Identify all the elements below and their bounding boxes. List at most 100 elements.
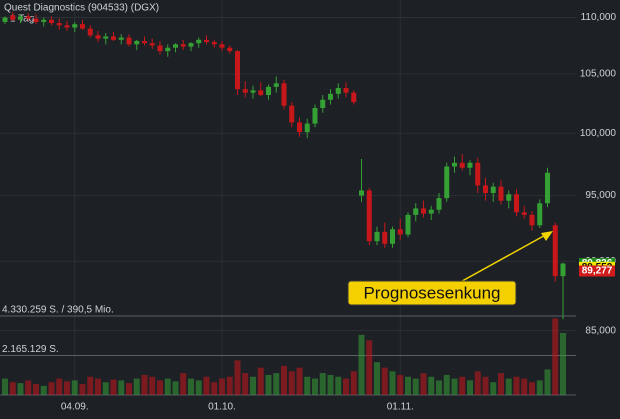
volume-bar xyxy=(281,365,287,395)
candle-body xyxy=(320,99,326,109)
annotation-box xyxy=(347,280,517,306)
candle-body xyxy=(359,190,364,196)
candle-body xyxy=(552,225,558,277)
volume-bar xyxy=(420,373,427,395)
volume-bar xyxy=(521,378,528,395)
candle-body xyxy=(56,23,62,26)
candle-body xyxy=(297,122,302,133)
volume-bar xyxy=(459,376,466,395)
volume-bar xyxy=(451,378,458,395)
candle-body xyxy=(25,16,31,19)
annotation-text: Prognosesenkung xyxy=(363,283,500,302)
volume-bar xyxy=(33,384,39,395)
volume-bar xyxy=(467,380,473,395)
volume-bar xyxy=(265,374,272,395)
candle-body xyxy=(506,194,512,201)
volume-bar xyxy=(195,380,202,395)
volume-level-label: 4.330.259 S. / 390,5 Mio. xyxy=(2,305,114,316)
candle-body xyxy=(514,194,519,213)
volume-bar xyxy=(513,376,520,395)
price-tag-box xyxy=(579,265,615,277)
candle-body xyxy=(173,44,178,48)
volume-bar xyxy=(180,373,187,395)
candle-body xyxy=(41,19,47,22)
volume-bar xyxy=(474,371,481,395)
candle-body xyxy=(529,214,535,226)
volume-bar xyxy=(164,378,171,395)
volume-bar xyxy=(335,376,342,395)
candle-body xyxy=(250,90,256,93)
y-tick-label: 105,000 xyxy=(580,69,617,80)
candle-body xyxy=(266,86,271,96)
volume-bar xyxy=(358,334,365,395)
candle-body xyxy=(242,89,248,93)
candle-body xyxy=(33,18,39,22)
candle-body xyxy=(498,186,504,201)
volume-bar xyxy=(56,378,63,395)
candle-body xyxy=(134,40,140,45)
candle-body xyxy=(281,83,287,106)
volume-bar xyxy=(412,378,419,395)
volume-bar xyxy=(552,318,559,395)
candle-body xyxy=(103,36,109,39)
volume-bar xyxy=(157,380,163,395)
volume-bar xyxy=(48,382,55,395)
candle-body xyxy=(545,172,550,204)
volume-bar xyxy=(102,382,109,395)
volume-bar xyxy=(397,374,404,395)
volume-bar xyxy=(482,376,489,395)
volume-bar xyxy=(110,379,117,395)
volume-bar xyxy=(257,367,264,395)
candle-body xyxy=(95,35,101,39)
volume-bar xyxy=(203,376,210,395)
candle-body xyxy=(64,25,70,28)
volume-bar xyxy=(350,371,357,395)
candle-body xyxy=(428,209,434,214)
candle-body xyxy=(258,90,264,96)
candle-body xyxy=(312,108,318,124)
volume-bar xyxy=(304,376,311,395)
volume-bar xyxy=(25,380,32,395)
candle-body xyxy=(273,83,279,87)
y-tick-label: 110,000 xyxy=(581,12,617,23)
volume-bar xyxy=(405,376,411,395)
volume-bar xyxy=(40,385,47,395)
x-tick-label: 01.10. xyxy=(208,402,236,413)
volume-bar xyxy=(343,378,349,395)
candle-body xyxy=(2,17,8,22)
volume-bar xyxy=(133,378,140,395)
candle-body xyxy=(351,92,357,103)
candle-body xyxy=(467,162,473,168)
volume-bar xyxy=(219,378,225,395)
volume-bar xyxy=(374,362,380,395)
candle-body xyxy=(118,37,124,40)
candle-body xyxy=(204,39,209,43)
candle-body xyxy=(343,87,349,93)
x-tick-label: 01.11. xyxy=(387,402,414,413)
candle-body xyxy=(111,36,116,40)
volume-bar xyxy=(17,383,24,395)
volume-bar xyxy=(118,380,125,395)
candle-body xyxy=(289,105,295,123)
candle-body xyxy=(235,51,240,90)
y-tick-label: 100,000 xyxy=(580,128,617,139)
candle-body xyxy=(49,19,54,24)
candle-body xyxy=(560,263,566,277)
x-tick-label: 04.09. xyxy=(61,402,89,413)
y-tick-label: 85,000 xyxy=(585,325,616,336)
volume-bar xyxy=(296,367,303,395)
price-tag-label: 89,277 xyxy=(582,266,613,277)
candle-body xyxy=(436,198,442,210)
candle-body xyxy=(452,162,457,167)
volume-bar xyxy=(2,378,8,395)
volume-bar xyxy=(234,360,241,395)
candle-body xyxy=(483,185,488,194)
volume-bar xyxy=(319,373,326,395)
volume-bar xyxy=(71,380,78,395)
candle-body xyxy=(521,212,527,215)
candle-body xyxy=(397,229,403,235)
y-tick-label: 95,000 xyxy=(585,190,616,201)
volume-bar xyxy=(79,384,86,395)
volume-bar xyxy=(95,378,101,395)
candle-body xyxy=(413,208,419,215)
